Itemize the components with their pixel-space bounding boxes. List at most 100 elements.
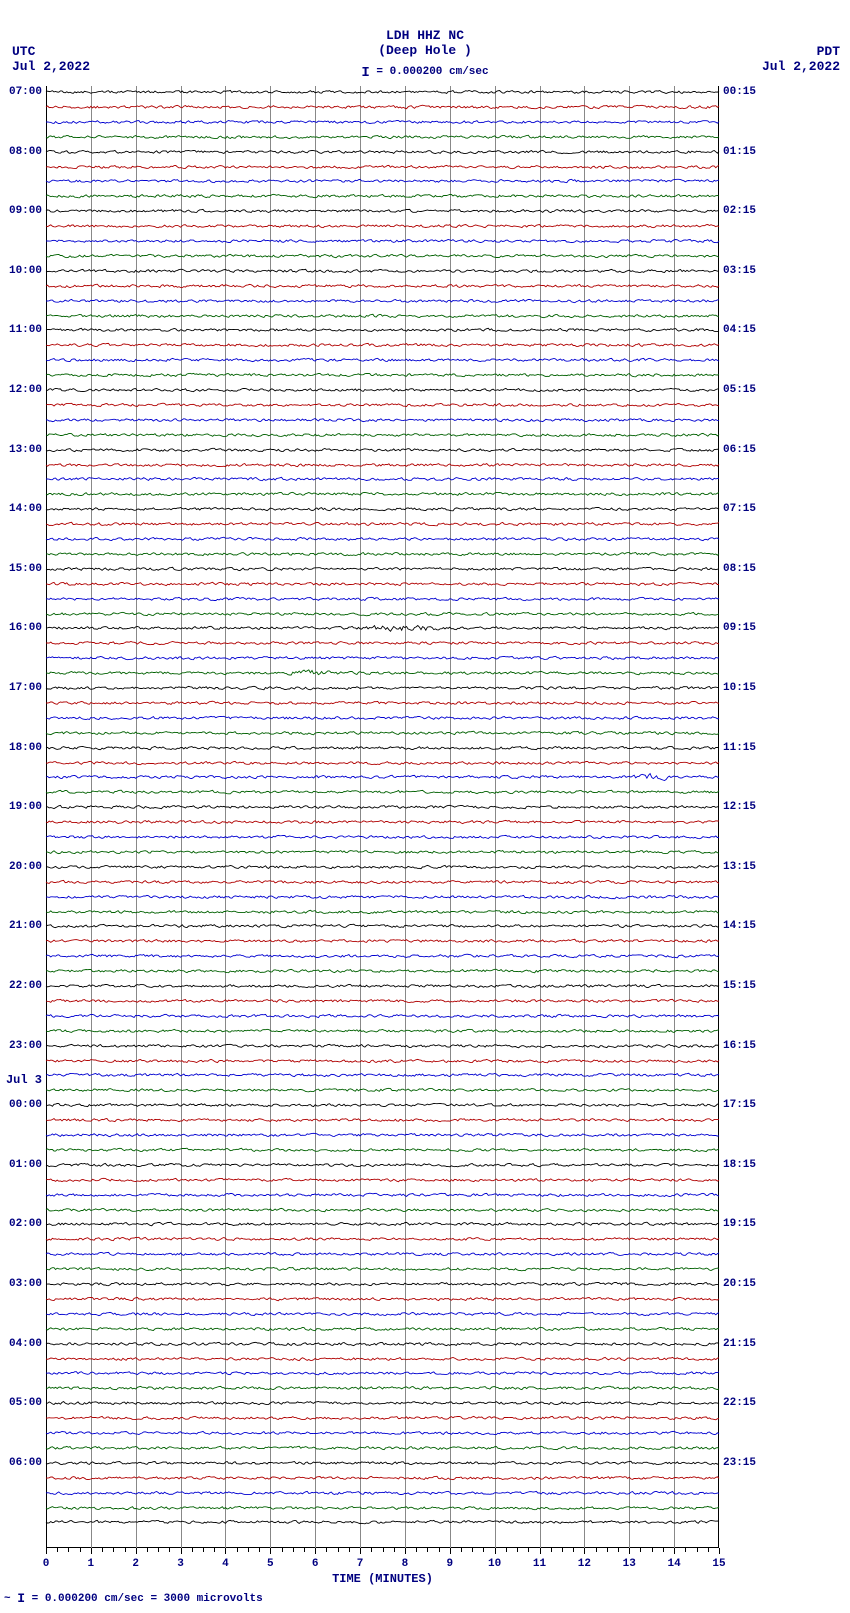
trace-line — [46, 82, 719, 102]
x-tick-minor — [338, 1548, 339, 1552]
trace-line — [46, 931, 719, 951]
x-tick-label: 5 — [267, 1558, 274, 1570]
x-tick — [495, 1548, 496, 1554]
scale-text: = 0.000200 cm/sec — [370, 66, 489, 78]
trace-line — [46, 1304, 719, 1324]
x-tick — [719, 1548, 720, 1554]
x-tick-minor — [461, 1548, 462, 1552]
x-tick-label: 6 — [312, 1558, 319, 1570]
local-time-label: 14:15 — [719, 920, 756, 932]
x-tick-label: 7 — [357, 1558, 364, 1570]
x-tick-minor — [607, 1548, 608, 1552]
trace-line — [46, 678, 719, 698]
trace-line — [46, 1319, 719, 1339]
trace-line — [46, 1170, 719, 1190]
x-tick-minor — [383, 1548, 384, 1552]
local-time-label: 11:15 — [719, 742, 756, 754]
trace-line — [46, 902, 719, 922]
utc-time-label: 16:00 — [9, 622, 46, 634]
utc-time-label: 01:00 — [9, 1159, 46, 1171]
trace-line — [46, 335, 719, 355]
x-tick-minor — [483, 1548, 484, 1552]
trace-line — [46, 1244, 719, 1264]
trace-line — [46, 1214, 719, 1234]
local-time-label: 17:15 — [719, 1099, 756, 1111]
x-tick-label: 13 — [623, 1558, 636, 1570]
grid-line — [450, 86, 451, 1548]
local-time-label: 20:15 — [719, 1278, 756, 1290]
trace-line — [46, 171, 719, 191]
trace-line — [46, 350, 719, 370]
trace-line — [46, 112, 719, 132]
utc-time-label: 07:00 — [9, 86, 46, 98]
header: LDH HHZ NC (Deep Hole ) — [0, 28, 850, 58]
local-time-label: 10:15 — [719, 682, 756, 694]
x-tick-minor — [506, 1548, 507, 1552]
trace-line — [46, 306, 719, 326]
trace-line — [46, 1229, 719, 1249]
x-tick-minor — [618, 1548, 619, 1552]
trace-line — [46, 1080, 719, 1100]
trace-line — [46, 663, 719, 683]
x-tick — [315, 1548, 316, 1554]
trace-line — [46, 499, 719, 519]
x-tick-minor — [551, 1548, 552, 1552]
x-tick-minor — [248, 1548, 249, 1552]
trace-line — [46, 440, 719, 460]
trace-line — [46, 1185, 719, 1205]
grid-line — [270, 86, 271, 1548]
x-tick-minor — [596, 1548, 597, 1552]
trace-line — [46, 872, 719, 892]
grid-line — [136, 86, 137, 1548]
local-time-label: 00:15 — [719, 86, 756, 98]
trace-line — [46, 693, 719, 713]
trace-line — [46, 142, 719, 162]
trace-line — [46, 127, 719, 147]
trace-line — [46, 574, 719, 594]
utc-time-label: 15:00 — [9, 563, 46, 575]
scale-note: I = 0.000200 cm/sec — [0, 63, 850, 79]
trace-line — [46, 201, 719, 221]
x-tick — [360, 1548, 361, 1554]
local-time-label: 16:15 — [719, 1040, 756, 1052]
x-tick-minor — [326, 1548, 327, 1552]
x-tick — [629, 1548, 630, 1554]
trace-line — [46, 320, 719, 340]
local-time-label: 23:15 — [719, 1457, 756, 1469]
local-time-label: 09:15 — [719, 622, 756, 634]
tz-right-label: PDT — [762, 44, 840, 59]
utc-time-label: 10:00 — [9, 265, 46, 277]
trace-line — [46, 797, 719, 817]
trace-line — [46, 1036, 719, 1056]
trace-line — [46, 529, 719, 549]
trace-line — [46, 276, 719, 296]
trace-line — [46, 633, 719, 653]
local-time-label: 05:15 — [719, 384, 756, 396]
utc-time-label: 18:00 — [9, 742, 46, 754]
x-tick — [270, 1548, 271, 1554]
utc-time-label: 13:00 — [9, 444, 46, 456]
utc-time-label: 19:00 — [9, 801, 46, 813]
x-tick-minor — [147, 1548, 148, 1552]
trace-line — [46, 812, 719, 832]
grid-line — [405, 86, 406, 1548]
trace-line — [46, 425, 719, 445]
x-tick-label: 14 — [668, 1558, 681, 1570]
trace-line — [46, 484, 719, 504]
local-time-label: 19:15 — [719, 1218, 756, 1230]
local-time-label: 12:15 — [719, 801, 756, 813]
x-tick-minor — [708, 1548, 709, 1552]
trace-line — [46, 1289, 719, 1309]
trace-line — [46, 946, 719, 966]
utc-time-label: 08:00 — [9, 146, 46, 158]
trace-line — [46, 842, 719, 862]
x-tick-label: 1 — [88, 1558, 95, 1570]
trace-line — [46, 365, 719, 385]
trace-line — [46, 1200, 719, 1220]
grid-line — [584, 86, 585, 1548]
trace-line — [46, 1125, 719, 1145]
x-tick-minor — [652, 1548, 653, 1552]
trace-line — [46, 1051, 719, 1071]
x-tick — [46, 1548, 47, 1554]
trace-line — [46, 648, 719, 668]
